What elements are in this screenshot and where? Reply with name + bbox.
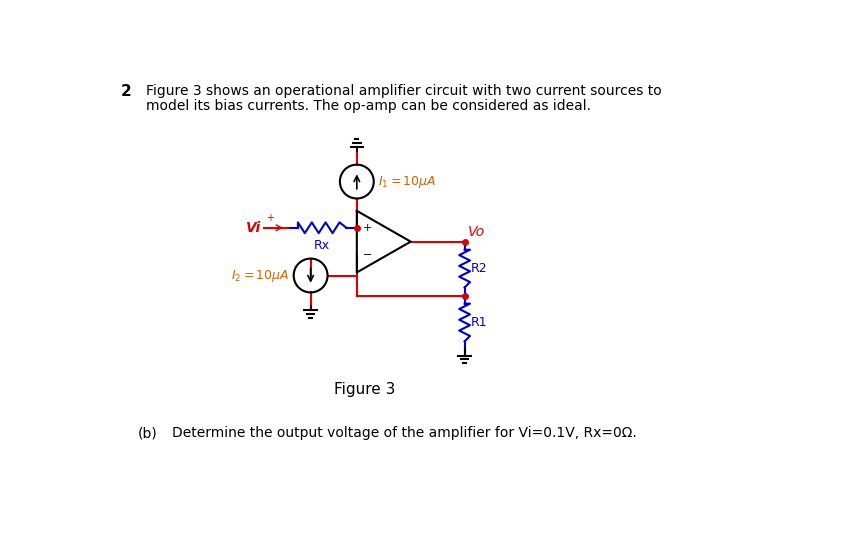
Text: $I_1{=}10\mu A$: $I_1{=}10\mu A$ bbox=[378, 174, 436, 189]
Text: Vo: Vo bbox=[468, 224, 485, 238]
Text: R2: R2 bbox=[471, 262, 488, 275]
Text: 2: 2 bbox=[121, 84, 132, 99]
Text: +: + bbox=[266, 213, 274, 223]
Text: +: + bbox=[363, 223, 372, 233]
Text: Vi: Vi bbox=[246, 221, 262, 234]
Text: Rx: Rx bbox=[314, 238, 330, 252]
Text: model its bias currents. The op-amp can be considered as ideal.: model its bias currents. The op-amp can … bbox=[145, 99, 591, 113]
Text: R1: R1 bbox=[471, 316, 488, 329]
Text: (b): (b) bbox=[139, 427, 158, 441]
Text: −: − bbox=[363, 251, 372, 261]
Text: Figure 3: Figure 3 bbox=[333, 382, 395, 397]
Text: Figure 3 shows an operational amplifier circuit with two current sources to: Figure 3 shows an operational amplifier … bbox=[145, 84, 662, 98]
Text: Determine the output voltage of the amplifier for Vi=0.1V, Rx=0Ω.: Determine the output voltage of the ampl… bbox=[172, 427, 637, 441]
Text: $I_2{=}10\mu A$: $I_2{=}10\mu A$ bbox=[230, 267, 289, 284]
